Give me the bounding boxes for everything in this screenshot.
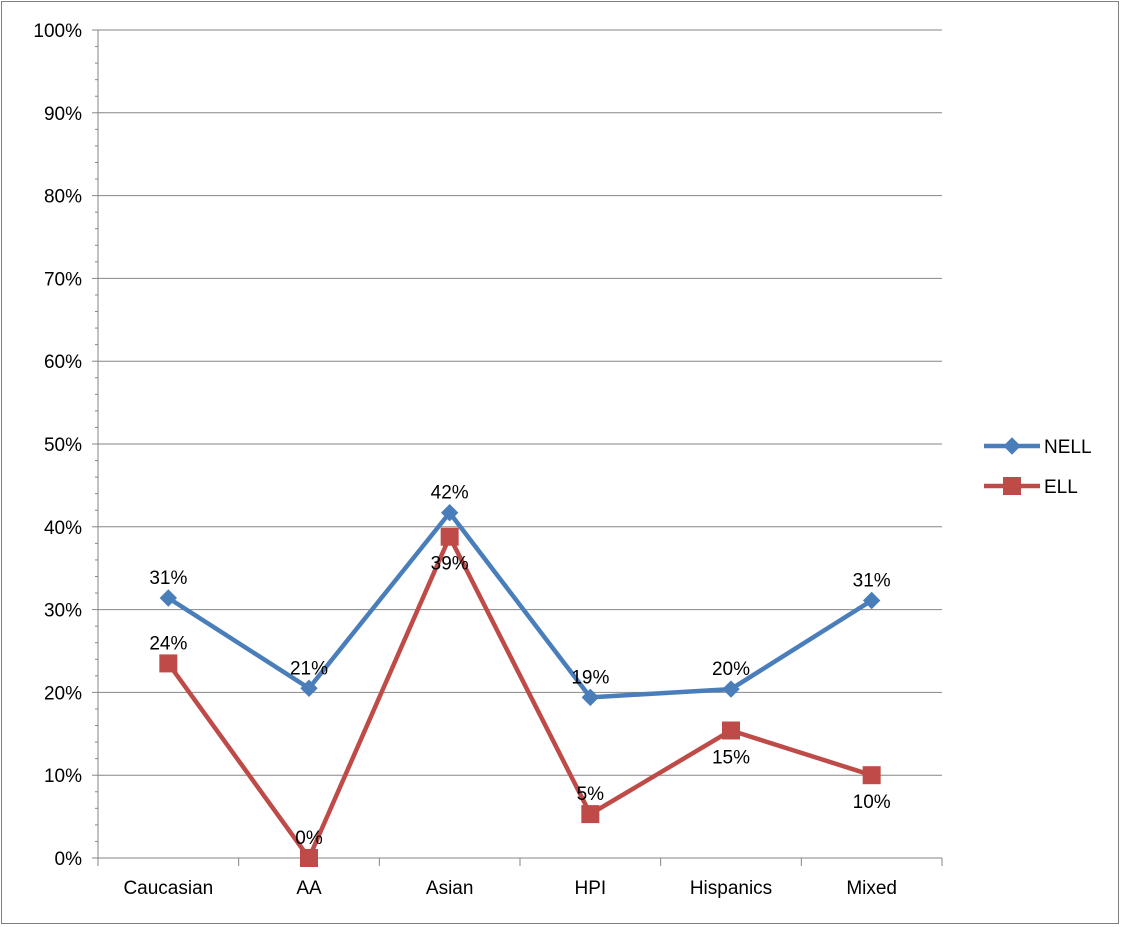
data-label-ell: 10% <box>853 792 891 813</box>
data-label-ell: 15% <box>712 747 750 768</box>
y-tick-label: 80% <box>44 187 82 208</box>
legend-marker-nell <box>1003 437 1021 455</box>
x-tick-label: HPI <box>574 878 606 899</box>
data-labels: 31% 21% 42% 19% 20% 31% 24% 0% 39% 5% 15% 10% <box>149 483 890 849</box>
data-point-ell <box>440 527 459 546</box>
y-tick-label: 90% <box>44 104 82 125</box>
x-tick-label: Caucasian <box>123 878 213 899</box>
data-point-ell <box>862 766 881 785</box>
legend-marker-ell <box>1003 477 1021 495</box>
data-label-nell: 31% <box>853 570 891 591</box>
data-label-nell: 42% <box>431 483 469 504</box>
data-label-ell: 24% <box>149 633 187 654</box>
data-label-nell: 19% <box>571 667 609 688</box>
series-line-ell <box>166 534 874 861</box>
x-tick-label: Mixed <box>846 878 897 899</box>
data-point-nell <box>862 591 881 610</box>
data-point-ell <box>300 849 318 867</box>
x-tick-label: Hispanics <box>690 878 772 899</box>
data-point-nell <box>159 589 178 607</box>
y-tick-label: 40% <box>44 518 82 539</box>
data-point-nell <box>722 680 740 698</box>
data-label-ell: 5% <box>577 784 605 805</box>
legend-label-ell: ELL <box>1044 477 1078 498</box>
data-point-nell <box>440 504 459 522</box>
data-point-ell <box>159 654 178 673</box>
data-label-ell: 39% <box>431 554 469 575</box>
y-tick-label: 50% <box>44 435 82 456</box>
data-label-nell: 21% <box>290 658 328 679</box>
y-tick-label: 10% <box>44 766 82 787</box>
data-label-nell: 20% <box>712 659 750 680</box>
y-tick-label: 20% <box>44 683 82 704</box>
legend: NELL ELL <box>984 437 1092 498</box>
data-point-nell <box>581 688 600 707</box>
y-tick-label: 30% <box>44 601 82 622</box>
series-layer <box>159 504 881 867</box>
data-label-ell: 0% <box>295 828 323 849</box>
y-tick-label: 100% <box>33 21 82 42</box>
data-point-ell <box>722 721 740 740</box>
y-tick-label: 0% <box>55 849 83 870</box>
data-point-nell <box>300 679 318 697</box>
y-tick-label: 60% <box>44 352 82 373</box>
y-tick-label: 70% <box>44 269 82 290</box>
legend-label-nell: NELL <box>1044 437 1092 458</box>
x-tick-label: Asian <box>426 878 474 899</box>
series-line-nell <box>166 510 874 700</box>
data-label-nell: 31% <box>149 568 187 589</box>
gridlines <box>98 29 942 776</box>
data-point-ell <box>581 805 600 824</box>
axes: 0% 10% 20% 30% 40% 50% 60% 70% 80% 90% 100% Caucasi… <box>33 21 943 899</box>
x-tick-label: AA <box>296 878 322 899</box>
